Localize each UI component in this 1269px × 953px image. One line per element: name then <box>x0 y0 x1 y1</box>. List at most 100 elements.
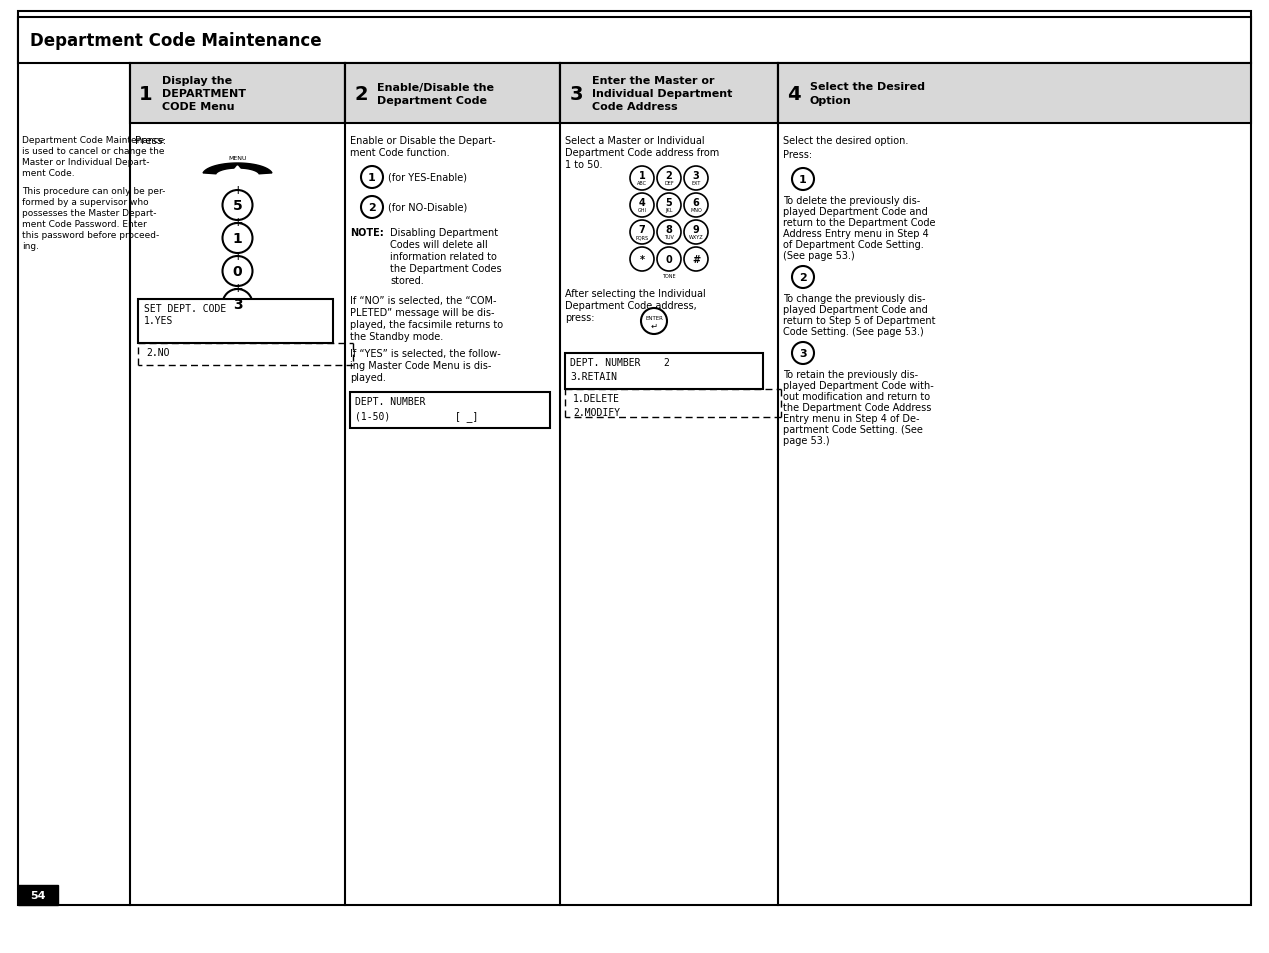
Text: DEPT. NUMBER: DEPT. NUMBER <box>355 396 425 407</box>
FancyBboxPatch shape <box>129 64 345 124</box>
Text: 2: 2 <box>368 203 376 213</box>
Text: 9: 9 <box>693 225 699 234</box>
Text: 6: 6 <box>693 198 699 208</box>
Text: ABC: ABC <box>637 181 647 186</box>
Text: SET DEPT. CODE: SET DEPT. CODE <box>143 304 226 314</box>
Text: played Department Code with-: played Department Code with- <box>783 380 934 391</box>
Text: 3: 3 <box>570 85 582 103</box>
Text: 1: 1 <box>140 85 152 103</box>
FancyBboxPatch shape <box>565 354 763 390</box>
Text: the Department Code Address: the Department Code Address <box>783 402 931 413</box>
FancyBboxPatch shape <box>18 885 58 905</box>
Text: 1: 1 <box>799 174 807 185</box>
Text: return to Step 5 of Department: return to Step 5 of Department <box>783 315 935 326</box>
Text: DEF: DEF <box>664 181 674 186</box>
Polygon shape <box>203 164 272 174</box>
Text: 7: 7 <box>638 225 646 234</box>
Text: 54: 54 <box>30 890 46 900</box>
Text: 5: 5 <box>666 198 673 208</box>
Text: To change the previously dis-: To change the previously dis- <box>783 294 925 304</box>
Text: Department Code Maintenance: Department Code Maintenance <box>22 136 164 145</box>
Text: 3.RETAIN: 3.RETAIN <box>570 372 617 381</box>
Text: Address Entry menu in Step 4: Address Entry menu in Step 4 <box>783 229 929 239</box>
Text: Individual Department: Individual Department <box>593 89 732 99</box>
Text: Department Code Maintenance: Department Code Maintenance <box>30 32 321 50</box>
Text: ↵: ↵ <box>651 321 657 330</box>
Text: Enter the Master or: Enter the Master or <box>593 76 714 86</box>
Text: Code Setting. (See page 53.): Code Setting. (See page 53.) <box>783 327 924 336</box>
Text: (for YES-Enable): (for YES-Enable) <box>388 172 467 183</box>
Text: Select the desired option.: Select the desired option. <box>783 136 909 146</box>
Text: the Standby mode.: the Standby mode. <box>350 332 443 341</box>
Text: page 53.): page 53.) <box>783 436 830 446</box>
Text: +: + <box>232 216 242 230</box>
Text: ENTER: ENTER <box>645 316 662 321</box>
Text: Department Code address from: Department Code address from <box>565 148 720 158</box>
Text: Display the: Display the <box>162 76 232 86</box>
Text: (See page 53.): (See page 53.) <box>783 251 855 261</box>
FancyBboxPatch shape <box>350 393 549 429</box>
Text: 1: 1 <box>232 232 242 246</box>
Text: MNO: MNO <box>690 208 702 213</box>
Text: played Department Code and: played Department Code and <box>783 207 928 216</box>
Text: CODE Menu: CODE Menu <box>162 102 235 112</box>
Text: this password before proceed-: this password before proceed- <box>22 231 159 240</box>
Text: To retain the previously dis-: To retain the previously dis- <box>783 370 919 379</box>
Text: possesses the Master Depart-: possesses the Master Depart- <box>22 209 156 218</box>
Text: #: # <box>692 254 700 265</box>
Text: ment Code.: ment Code. <box>22 169 75 178</box>
Polygon shape <box>232 167 242 172</box>
Text: WXYZ: WXYZ <box>689 234 703 240</box>
Text: JKL: JKL <box>665 208 673 213</box>
Text: Option: Option <box>810 95 851 106</box>
Text: ing.: ing. <box>22 242 39 251</box>
Text: NOTE:: NOTE: <box>350 228 383 237</box>
Text: 3: 3 <box>693 171 699 181</box>
Text: of Department Code Setting.: of Department Code Setting. <box>783 240 924 250</box>
Text: DEPARTMENT: DEPARTMENT <box>162 89 246 99</box>
Text: out modification and return to: out modification and return to <box>783 392 930 401</box>
Text: return to the Department Code: return to the Department Code <box>783 218 935 228</box>
Text: This procedure can only be per-: This procedure can only be per- <box>22 187 165 195</box>
Text: To delete the previously dis-: To delete the previously dis- <box>783 195 920 206</box>
FancyBboxPatch shape <box>560 64 778 124</box>
Text: (1-50)           [ _]: (1-50) [ _] <box>355 411 478 421</box>
Text: 1: 1 <box>368 172 376 183</box>
Text: Disabling Department: Disabling Department <box>390 228 499 237</box>
Text: 4: 4 <box>638 198 646 208</box>
Text: Department Code address,: Department Code address, <box>565 301 697 311</box>
Text: 0: 0 <box>666 254 673 265</box>
Text: information related to: information related to <box>390 252 497 262</box>
Text: Enable/Disable the: Enable/Disable the <box>377 82 494 92</box>
FancyBboxPatch shape <box>778 64 1251 124</box>
Text: EXT: EXT <box>692 181 700 186</box>
Text: 2: 2 <box>666 171 673 181</box>
Text: Master or Individual Depart-: Master or Individual Depart- <box>22 158 150 167</box>
Text: Enable or Disable the Depart-: Enable or Disable the Depart- <box>350 136 496 146</box>
Text: +: + <box>232 250 242 262</box>
FancyBboxPatch shape <box>345 64 560 124</box>
Text: Press:: Press: <box>783 150 812 160</box>
Text: the Department Codes: the Department Codes <box>390 264 501 274</box>
Text: Code Address: Code Address <box>593 102 678 112</box>
Text: 5: 5 <box>232 199 242 213</box>
Text: TUV: TUV <box>664 234 674 240</box>
Text: After selecting the Individual: After selecting the Individual <box>565 289 706 298</box>
Text: partment Code Setting. (See: partment Code Setting. (See <box>783 424 923 435</box>
Text: MENU: MENU <box>228 156 246 161</box>
Text: If “YES” is selected, the follow-: If “YES” is selected, the follow- <box>350 349 501 358</box>
Text: 4: 4 <box>787 85 801 103</box>
Text: 2: 2 <box>354 85 368 103</box>
Text: PLETED” message will be dis-: PLETED” message will be dis- <box>350 308 495 317</box>
Text: Codes will delete all: Codes will delete all <box>390 240 487 250</box>
Text: played Department Code and: played Department Code and <box>783 305 928 314</box>
Text: (for NO-Disable): (for NO-Disable) <box>388 203 467 213</box>
Text: 1 to 50.: 1 to 50. <box>565 160 603 170</box>
Text: GHI: GHI <box>637 208 646 213</box>
Text: 1: 1 <box>638 171 646 181</box>
Text: 2.NO: 2.NO <box>146 348 170 357</box>
FancyBboxPatch shape <box>18 12 1251 905</box>
Text: 0: 0 <box>232 265 242 278</box>
Text: PQRS: PQRS <box>636 234 648 240</box>
Text: Select a Master or Individual: Select a Master or Individual <box>565 136 704 146</box>
